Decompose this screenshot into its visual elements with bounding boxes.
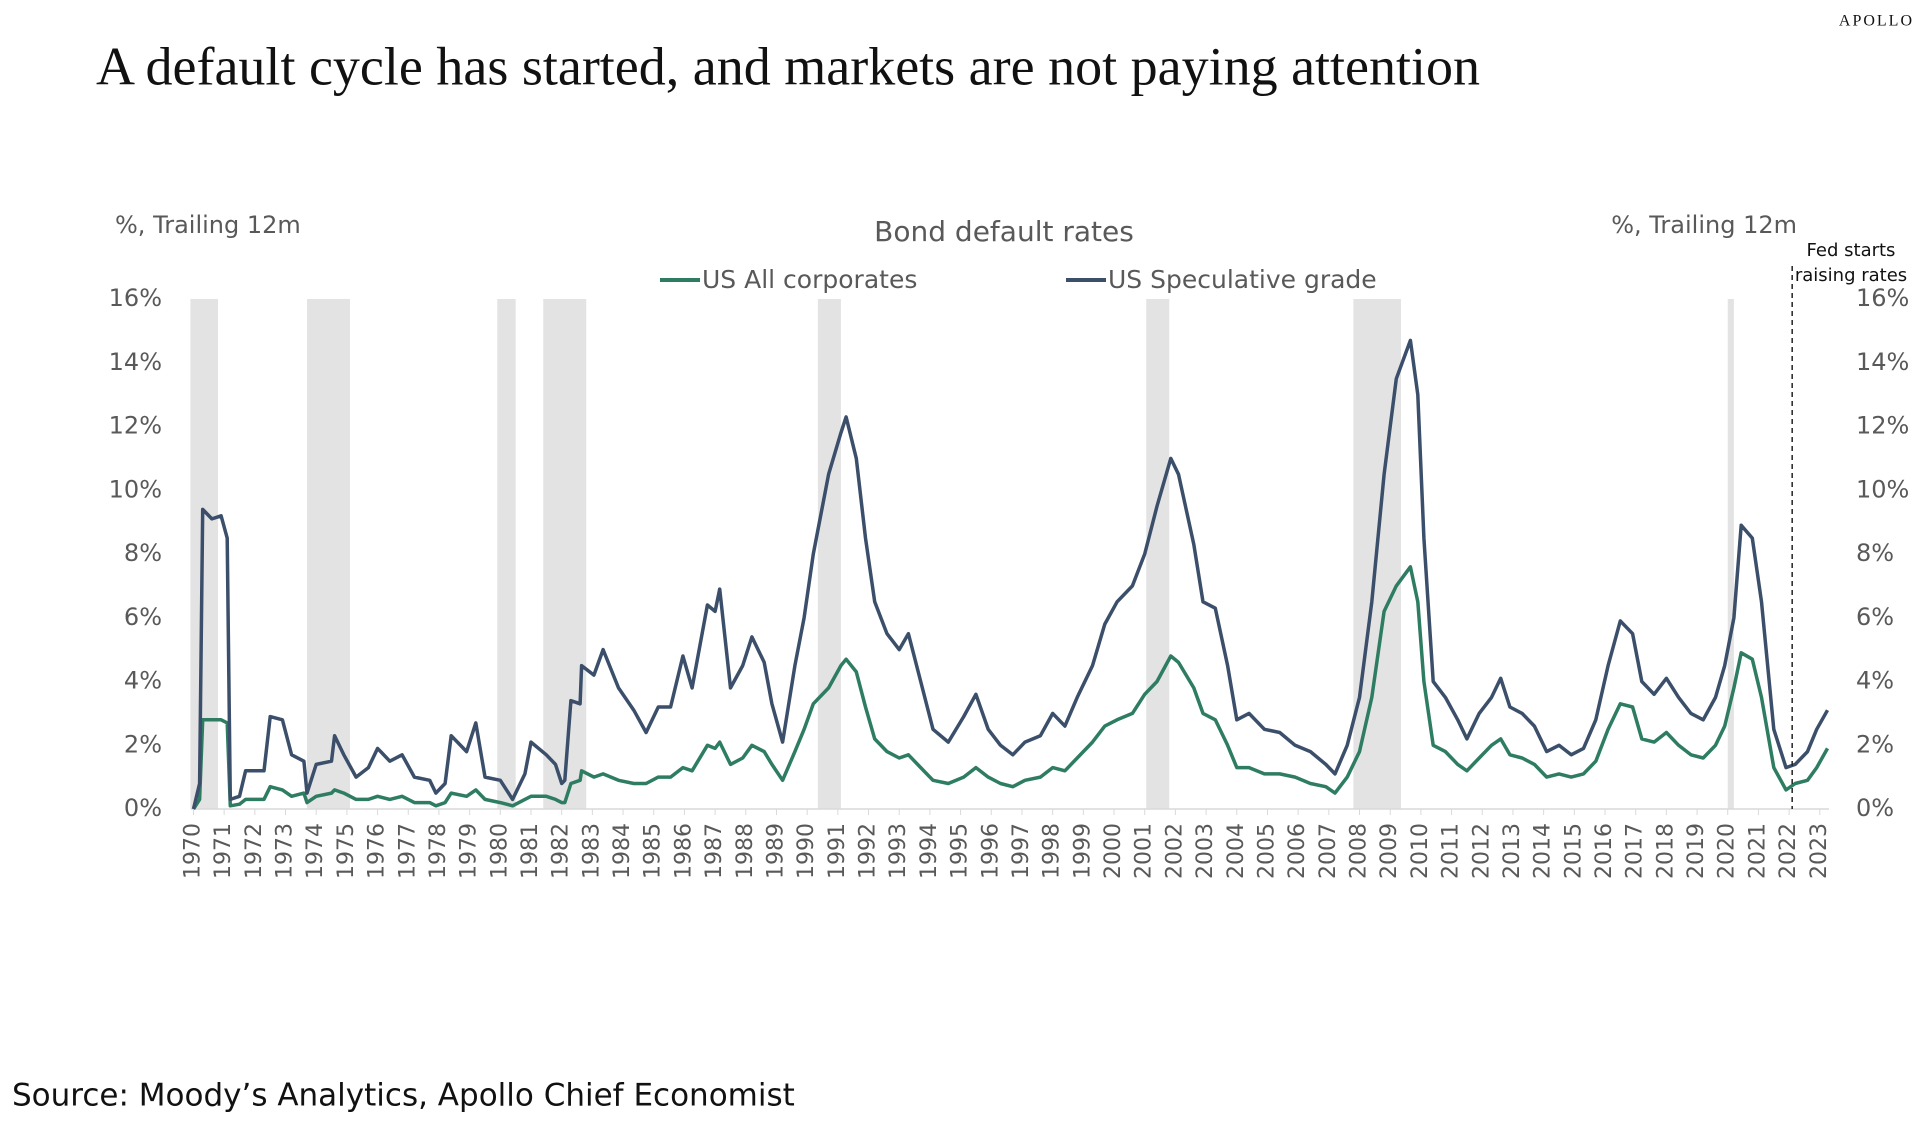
x-tick-label: 1990	[794, 823, 819, 879]
y2-tick-label: 4%	[1856, 667, 1894, 695]
x-tick-label: 1991	[825, 823, 850, 879]
x-tick-label: 1997	[1009, 823, 1034, 879]
x-tick-label: 2016	[1592, 823, 1617, 879]
x-tick-label: 2022	[1776, 823, 1801, 879]
x-tick-label: 1980	[487, 823, 512, 879]
x-tick-label: 1971	[211, 823, 236, 879]
x-tick-label: 1976	[365, 823, 390, 879]
y2-axis-label: %, Trailing 12m	[1611, 211, 1797, 239]
x-tick-label: 1970	[180, 823, 205, 879]
y-axis-label: %, Trailing 12m	[115, 211, 301, 239]
x-tick-label: 1987	[702, 823, 727, 879]
x-tick-label: 2021	[1745, 823, 1770, 879]
y-tick-label: 6%	[124, 603, 162, 631]
x-tick-label: 1977	[395, 823, 420, 879]
x-tick-label: 2023	[1807, 823, 1832, 879]
recession-band	[497, 299, 516, 809]
x-tick-label: 2014	[1531, 823, 1556, 879]
x-tick-label: 1972	[242, 823, 267, 879]
source: Source: Moody’s Analytics, Apollo Chief …	[12, 1078, 795, 1114]
y2-tick-label: 12%	[1856, 412, 1909, 440]
x-tick-label: 2008	[1347, 823, 1372, 879]
x-tick-label: 1999	[1070, 823, 1095, 879]
recession-band	[1146, 299, 1170, 809]
x-tick-label: 2005	[1254, 823, 1279, 879]
x-tick-label: 1979	[457, 823, 482, 879]
x-tick-label: 1994	[917, 823, 942, 879]
y-tick-label: 2%	[124, 730, 162, 758]
x-tick-label: 1982	[549, 823, 574, 879]
x-tick-label: 2006	[1285, 823, 1310, 879]
y2-tick-label: 10%	[1856, 475, 1909, 503]
y2-tick-label: 14%	[1856, 348, 1909, 376]
x-tick-label: 2010	[1408, 823, 1433, 879]
y-tick-label: 0%	[124, 794, 162, 822]
y2-tick-label: 0%	[1856, 794, 1894, 822]
x-tick-label: 1975	[334, 823, 359, 879]
x-tick-label: 2013	[1500, 823, 1525, 879]
annotation-text: raising rates	[1795, 265, 1907, 286]
y2-tick-label: 6%	[1856, 603, 1894, 631]
series-line	[191, 338, 1830, 810]
x-tick-label: 2017	[1623, 823, 1648, 879]
headline: A default cycle has started, and markets…	[96, 36, 1480, 96]
x-tick-label: 2001	[1132, 823, 1157, 879]
x-tick-label: 1983	[579, 823, 604, 879]
x-tick-label: 1974	[303, 823, 328, 879]
y-tick-label: 8%	[124, 539, 162, 567]
x-tick-label: 2020	[1715, 823, 1740, 879]
chart-title: Bond default rates	[874, 215, 1134, 248]
y2-tick-label: 8%	[1856, 539, 1894, 567]
series-line	[192, 565, 1830, 810]
x-tick-label: 2015	[1561, 823, 1586, 879]
x-tick-label: 1989	[763, 823, 788, 879]
x-tick-label: 1981	[518, 823, 543, 879]
x-tick-label: 1988	[733, 823, 758, 879]
x-tick-label: 2012	[1469, 823, 1494, 879]
x-tick-label: 1986	[671, 823, 696, 879]
recession-band	[190, 299, 219, 809]
annotation-text: Fed starts	[1807, 240, 1896, 261]
recession-band	[543, 299, 587, 809]
brand: APOLLO	[1839, 13, 1914, 30]
x-tick-label: 1998	[1040, 823, 1065, 879]
x-tick-label: 2011	[1439, 823, 1464, 879]
x-tick-label: 2004	[1224, 823, 1249, 879]
x-tick-label: 1993	[886, 823, 911, 879]
x-tick-label: 1992	[856, 823, 881, 879]
legend-label: US All corporates	[702, 265, 917, 294]
x-tick-label: 1978	[426, 823, 451, 879]
x-tick-label: 1984	[610, 823, 635, 879]
x-tick-label: 1985	[641, 823, 666, 879]
legend-label: US Speculative grade	[1108, 265, 1377, 294]
x-tick-label: 1973	[273, 823, 298, 879]
y-tick-label: 4%	[124, 667, 162, 695]
x-tick-label: 2002	[1162, 823, 1187, 879]
x-tick-label: 2007	[1316, 823, 1341, 879]
recession-band	[1727, 299, 1734, 809]
y2-tick-label: 2%	[1856, 730, 1894, 758]
y-tick-label: 10%	[109, 475, 162, 503]
x-tick-label: 2000	[1101, 823, 1126, 879]
x-tick-label: 2019	[1684, 823, 1709, 879]
y2-tick-label: 16%	[1856, 284, 1909, 312]
recession-band	[306, 299, 350, 809]
x-tick-label: 1995	[948, 823, 973, 879]
x-tick-label: 2003	[1193, 823, 1218, 879]
y-tick-label: 14%	[109, 348, 162, 376]
x-tick-label: 2018	[1653, 823, 1678, 879]
y-tick-label: 16%	[109, 284, 162, 312]
x-tick-label: 2009	[1377, 823, 1402, 879]
y-tick-label: 12%	[109, 412, 162, 440]
x-tick-label: 1996	[978, 823, 1003, 879]
recession-band	[817, 299, 841, 809]
